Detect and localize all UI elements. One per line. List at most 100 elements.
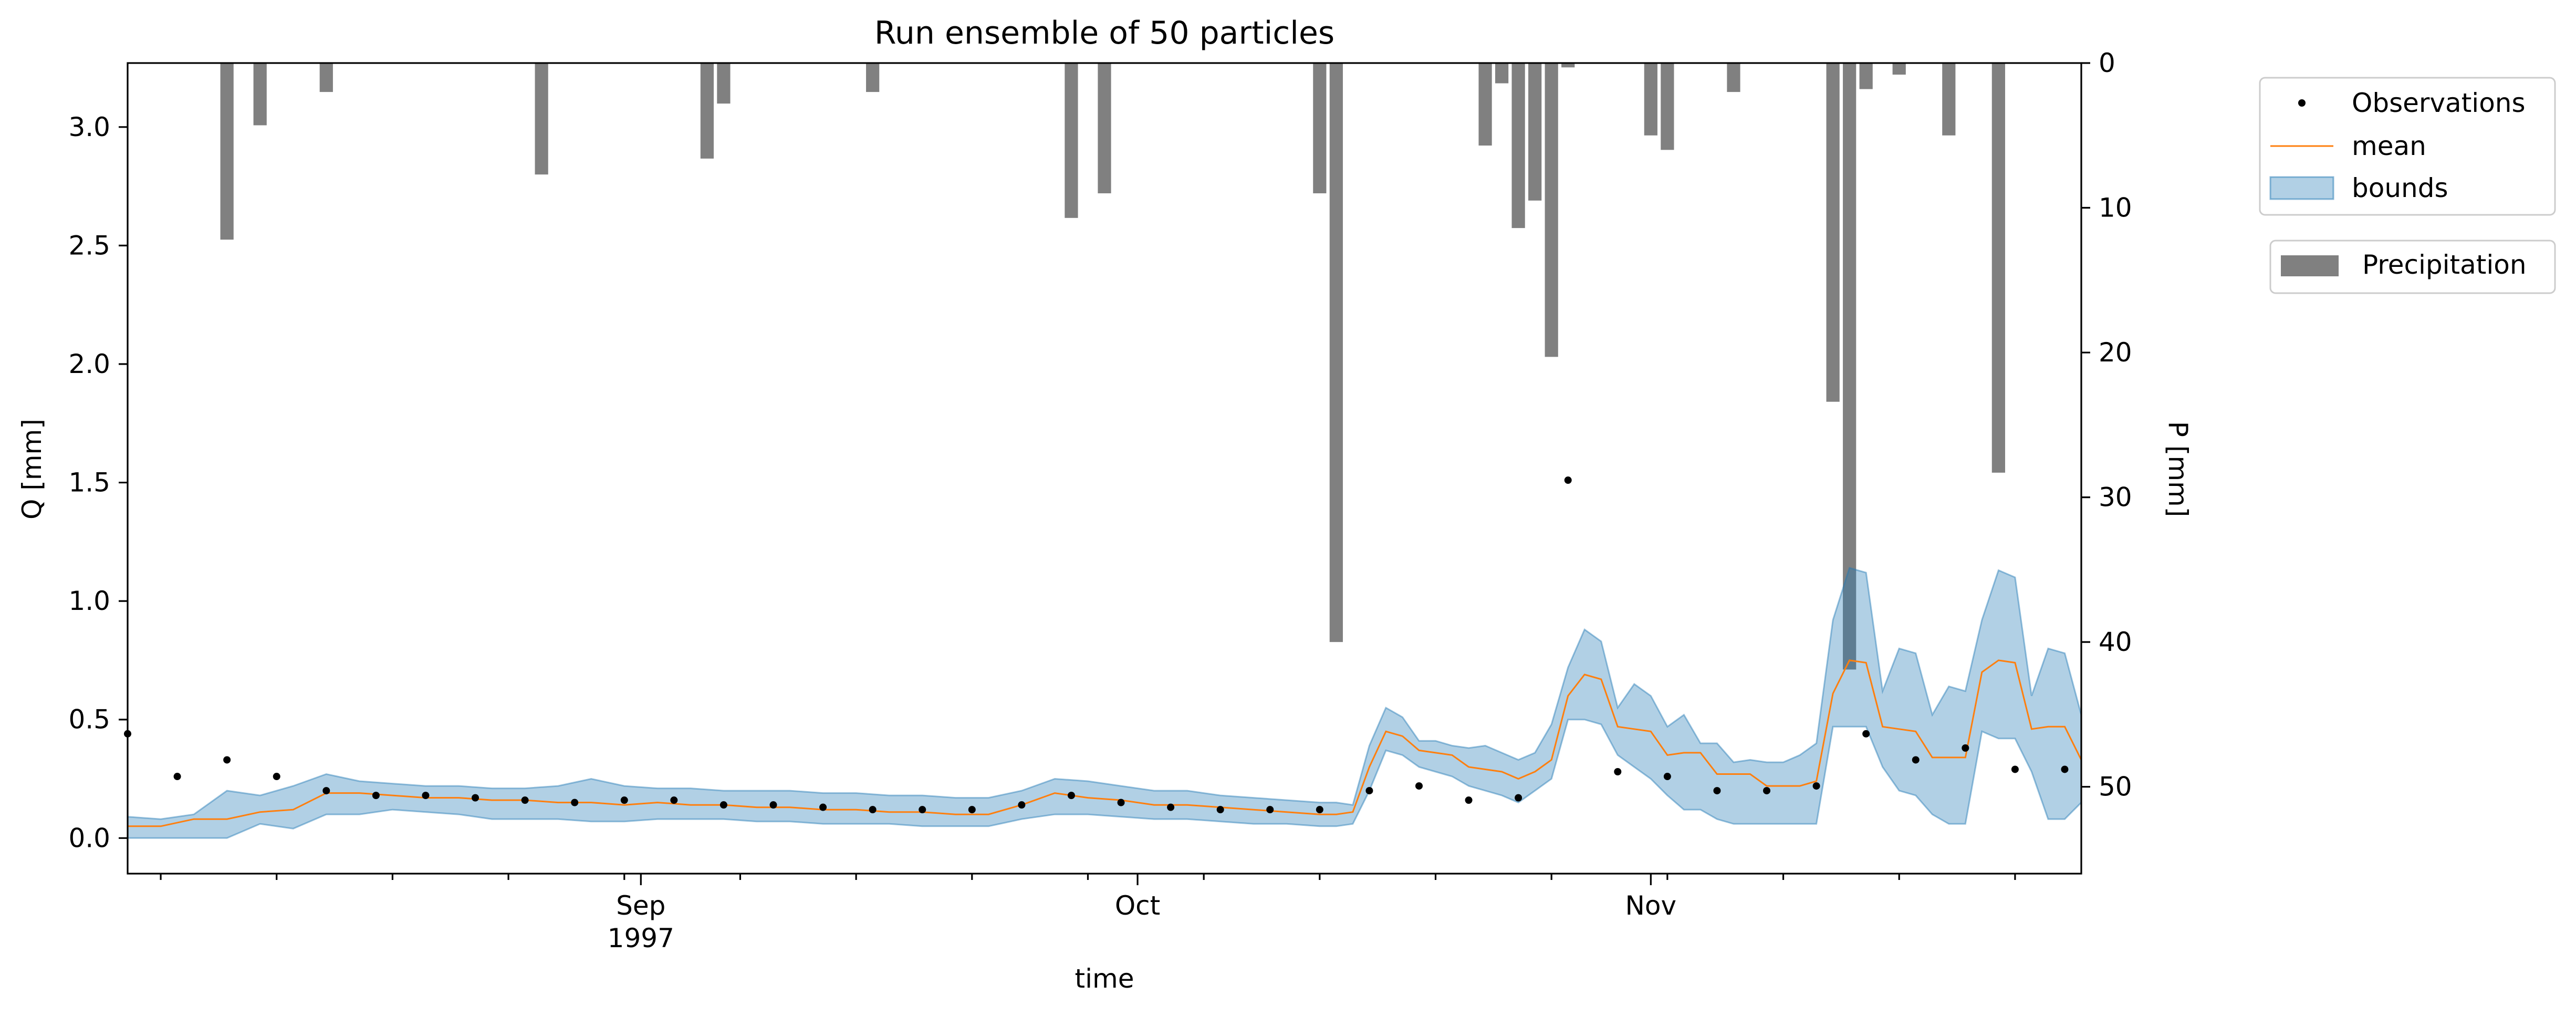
observation-point bbox=[2061, 765, 2069, 773]
y-axis-right-title: P [mm] bbox=[2163, 421, 2193, 517]
precipitation-bar bbox=[1942, 63, 1956, 136]
precipitation-bar bbox=[1991, 63, 2005, 473]
y-left-tick-label: 0.0 bbox=[68, 823, 110, 853]
observation-point bbox=[620, 796, 628, 804]
precipitation-bar bbox=[1661, 63, 1674, 150]
precipitation-bar bbox=[535, 63, 548, 175]
mean-line bbox=[128, 659, 2082, 827]
y-right-tick-label: 0 bbox=[2099, 48, 2115, 78]
legend-observations-marker bbox=[2298, 99, 2306, 107]
legend-observations-label: Observations bbox=[2352, 88, 2526, 118]
observation-point bbox=[372, 792, 380, 800]
precipitation-bar bbox=[1098, 63, 1111, 193]
observation-point bbox=[1515, 794, 1522, 802]
observation-point bbox=[719, 801, 727, 809]
y-left-tick-label: 2.5 bbox=[68, 230, 110, 261]
observation-point bbox=[1415, 782, 1423, 790]
precipitation-bar bbox=[1859, 63, 1873, 89]
precipitation-bar bbox=[1826, 63, 1840, 402]
observation-point bbox=[1763, 787, 1771, 795]
precipitation-bar bbox=[866, 63, 880, 92]
precipitation-bar bbox=[1892, 63, 1906, 75]
precipitation-bar bbox=[700, 63, 714, 159]
observation-point bbox=[1465, 796, 1473, 804]
precipitation-bar bbox=[1727, 63, 1740, 92]
observation-point bbox=[1216, 806, 1224, 814]
chart-title: Run ensemble of 50 particles bbox=[874, 15, 1334, 51]
precipitation-legend: Precipitation bbox=[2269, 240, 2556, 294]
observation-point bbox=[1614, 768, 1622, 775]
legend-precipitation-swatch bbox=[2281, 255, 2339, 276]
precipitation-legend-frame bbox=[2269, 240, 2556, 294]
precipitation-bar bbox=[1478, 63, 1492, 146]
observation-point bbox=[1018, 801, 1026, 809]
y-right-tick-label: 10 bbox=[2099, 193, 2132, 223]
observation-point bbox=[769, 801, 777, 809]
observation-point bbox=[1167, 803, 1175, 811]
observation-point bbox=[1067, 792, 1075, 800]
observation-point bbox=[919, 806, 926, 814]
observation-point bbox=[2011, 765, 2019, 773]
precipitation-bar bbox=[319, 63, 333, 92]
observation-point bbox=[1117, 799, 1125, 806]
precipitation-bar bbox=[1495, 63, 1509, 84]
precipitation-bar bbox=[220, 63, 234, 240]
y-left-tick-label: 0.5 bbox=[68, 704, 110, 735]
y-left-tick-label: 2.0 bbox=[68, 349, 110, 379]
observation-point bbox=[869, 806, 877, 814]
plot-frame bbox=[127, 62, 2082, 875]
observation-point bbox=[173, 773, 181, 781]
precipitation-bar bbox=[1065, 63, 1078, 218]
observation-point bbox=[1812, 782, 1820, 790]
x-tick-label: Nov bbox=[1625, 890, 1677, 921]
y-left-tick-label: 3.0 bbox=[68, 112, 110, 142]
observation-point bbox=[1316, 806, 1323, 814]
legend: Observations mean bounds bbox=[2259, 77, 2556, 216]
legend-mean-label: mean bbox=[2352, 131, 2426, 161]
observation-point bbox=[1962, 744, 1969, 752]
observation-point bbox=[1713, 787, 1721, 795]
legend-precipitation-label: Precipitation bbox=[2362, 250, 2527, 280]
y-axis-left-title: Q [mm] bbox=[17, 419, 47, 520]
observation-point bbox=[670, 796, 678, 804]
precipitation-bar bbox=[1561, 63, 1575, 68]
observation-point bbox=[968, 806, 976, 814]
x-axis-title: time bbox=[1075, 963, 1134, 994]
y-right-tick-label: 30 bbox=[2099, 482, 2132, 513]
legend-bounds-swatch bbox=[2269, 176, 2334, 200]
x-tick-sublabel: 1997 bbox=[608, 923, 674, 953]
y-right-tick-label: 20 bbox=[2099, 337, 2132, 368]
precipitation-bar bbox=[1329, 63, 1343, 642]
precipitation-bar bbox=[1313, 63, 1327, 193]
precipitation-bar bbox=[1545, 63, 1558, 357]
precipitation-bar bbox=[1644, 63, 1657, 136]
observation-point bbox=[1912, 756, 1920, 764]
observation-point bbox=[1564, 476, 1572, 484]
observation-point bbox=[1663, 773, 1671, 781]
precipitation-bar bbox=[1511, 63, 1525, 229]
precipitation-layer bbox=[220, 63, 2005, 670]
x-tick-label: Oct bbox=[1115, 890, 1160, 921]
precipitation-bar bbox=[1528, 63, 1542, 201]
mean-layer bbox=[128, 659, 2082, 827]
y-right-tick-label: 50 bbox=[2099, 772, 2132, 802]
y-left-tick-label: 1.0 bbox=[68, 586, 110, 616]
observation-point bbox=[1365, 787, 1373, 795]
precipitation-bar bbox=[253, 63, 267, 126]
precipitation-bar bbox=[1843, 63, 1857, 670]
observation-point bbox=[1862, 730, 1870, 738]
observation-point bbox=[819, 803, 827, 811]
y-left-tick-label: 1.5 bbox=[68, 468, 110, 498]
observation-point bbox=[472, 794, 479, 802]
observation-point bbox=[273, 773, 280, 781]
observations-layer bbox=[124, 476, 2069, 814]
y-right-tick-label: 40 bbox=[2099, 627, 2132, 657]
observation-point bbox=[521, 796, 529, 804]
observation-point bbox=[322, 787, 330, 795]
legend-bounds-label: bounds bbox=[2352, 173, 2448, 203]
precipitation-bar bbox=[717, 63, 731, 104]
x-tick-label: Sep bbox=[616, 890, 665, 921]
